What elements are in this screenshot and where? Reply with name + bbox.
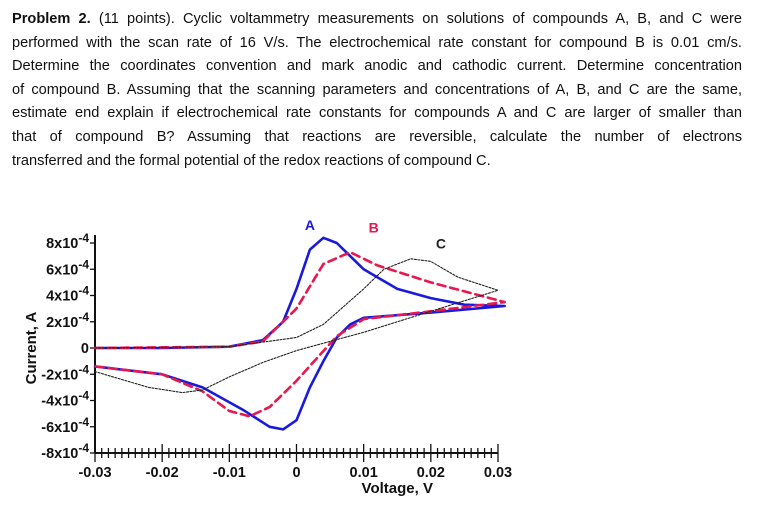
- y-axis-label: Current, A: [23, 311, 40, 384]
- x-tick-label: -0.02: [146, 465, 179, 481]
- problem-line: Problem 2. (11 points). Cyclic voltammet…: [12, 8, 742, 32]
- problem-label: Problem 2.: [12, 11, 91, 27]
- x-tick-label: -0.01: [213, 465, 246, 481]
- y-tick-label: -4x10-4: [41, 389, 89, 410]
- y-tick-label: 8x10-4: [46, 231, 89, 252]
- problem-line: performed with the scan rate of 16 V/s. …: [12, 34, 742, 51]
- problem-line: of compound B. Assuming that the scannin…: [12, 81, 742, 98]
- x-tick-label: 0.01: [350, 465, 378, 481]
- problem-text: (11 points). Cyclic voltammetry measurem…: [90, 11, 742, 27]
- problem-line: transferred and the formal potential of …: [12, 152, 491, 169]
- problem-line: that of compound B? Assuming that reacti…: [12, 128, 742, 145]
- x-tick-label: 0.03: [484, 465, 512, 481]
- series-C-label: C: [436, 235, 446, 251]
- x-tick-label: 0.02: [417, 465, 445, 481]
- x-tick-label: -0.03: [78, 465, 111, 481]
- problem-line: estimate end explain if electrochemical …: [12, 105, 742, 122]
- y-tick-label: 0: [81, 341, 89, 357]
- y-tick-label: 2x10-4: [46, 310, 89, 331]
- x-axis-label: Voltage, V: [362, 480, 433, 497]
- problem-line: Determine the coordinates convention and…: [12, 58, 742, 75]
- problem-statement: Problem 2. (11 points). Cyclic voltammet…: [12, 8, 742, 173]
- cv-chart: -0.03 -0.02 -0.01 0 0.01 0.02 0.03 8x10-4 6x10-4…: [23, 220, 512, 497]
- y-tick-label: 4x10-4: [46, 284, 89, 305]
- series-A-label: A: [305, 220, 315, 233]
- x-tick-label: 0: [292, 465, 300, 481]
- series-C-line: [94, 258, 499, 394]
- series-B-label: B: [369, 220, 379, 236]
- y-tick-label: 6x10-4: [46, 257, 89, 278]
- y-tick-label: -6x10-4: [41, 415, 89, 436]
- series-A-line: [93, 236, 506, 431]
- y-tick-label: -2x10-4: [41, 362, 89, 383]
- series-B-line: [93, 250, 506, 418]
- y-tick-label: -8x10-4: [41, 441, 89, 462]
